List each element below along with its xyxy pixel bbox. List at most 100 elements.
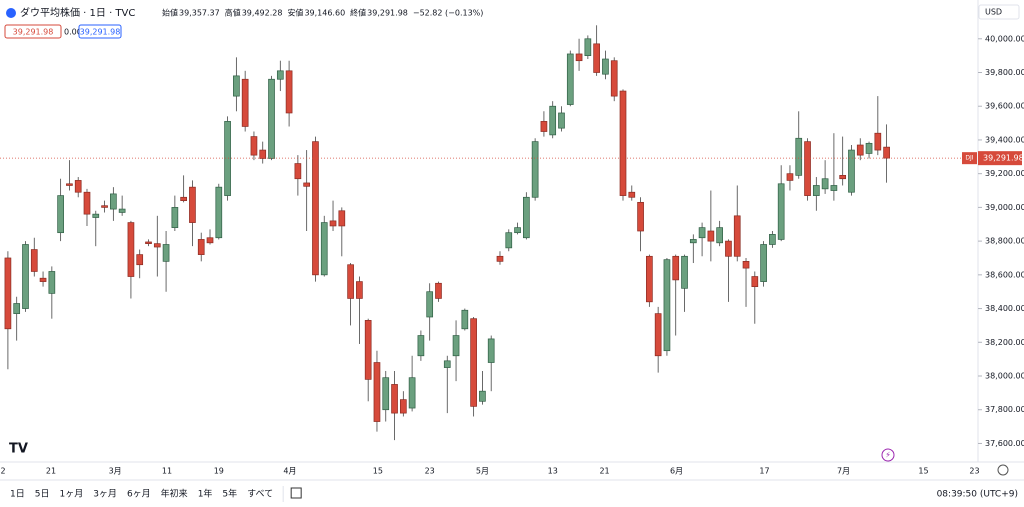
candle-body — [294, 163, 302, 180]
candle-body — [769, 234, 776, 245]
x-tick-label: 19 — [214, 467, 224, 476]
candle-body — [558, 112, 565, 129]
range-button[interactable]: 5年 — [222, 488, 237, 500]
candle-body — [663, 259, 671, 352]
y-tick-label: 39,800.00 — [985, 68, 1024, 77]
candle-body — [4, 257, 12, 330]
candle-body — [487, 338, 495, 363]
candle-body — [189, 186, 196, 223]
candle-body — [549, 105, 557, 136]
candle-body — [180, 196, 187, 201]
candle-body — [435, 282, 442, 299]
candle-body — [865, 142, 873, 154]
range-button[interactable]: 6ヶ月 — [127, 489, 151, 500]
ask-box — [78, 24, 122, 39]
candle-body — [83, 191, 91, 215]
currency[interactable]: USD — [985, 8, 1002, 17]
candle-body — [206, 237, 214, 244]
range-button[interactable]: 1年 — [198, 488, 213, 500]
candle-body — [241, 78, 249, 127]
y-tick-label: 39,200.00 — [985, 169, 1024, 178]
y-tick-label: 38,200.00 — [985, 338, 1024, 347]
candle-body — [689, 239, 697, 244]
candle-body — [233, 75, 240, 97]
x-tick-label: 11 — [162, 467, 172, 476]
candle-body — [320, 222, 328, 276]
x-tick-label: 15 — [373, 467, 383, 476]
candle-body — [514, 227, 521, 234]
candle-body — [637, 201, 644, 232]
candle-body — [716, 227, 723, 244]
change-value: −52.82 (−0.13%) — [413, 9, 484, 18]
range-button[interactable]: 1ヶ月 — [59, 489, 83, 500]
high-value: 39,492.28 — [242, 9, 283, 18]
high-label: 高値 — [225, 8, 241, 18]
range-button[interactable]: 年初来 — [161, 488, 188, 500]
candle-body — [786, 173, 794, 181]
x-tick-label: 7月 — [837, 467, 850, 476]
candle-body — [461, 309, 469, 330]
range-button[interactable]: 5日 — [35, 489, 50, 500]
candle-body — [496, 255, 504, 262]
candle-body — [13, 303, 21, 314]
candle-body — [531, 141, 539, 198]
candle-body — [22, 244, 29, 309]
y-tick-label: 39,600.00 — [985, 102, 1024, 111]
last-price-box — [978, 151, 1022, 166]
currency-box[interactable] — [978, 4, 1020, 20]
candle-body — [224, 121, 231, 196]
candle-body — [136, 254, 144, 266]
candle-body — [742, 261, 750, 269]
candle-body — [399, 399, 407, 414]
candle-body — [856, 144, 864, 156]
open-label: 始値 — [162, 8, 178, 18]
candle-body — [408, 377, 416, 409]
events-icon-glyph[interactable]: ⚡ — [885, 451, 891, 460]
candle-body — [145, 241, 152, 244]
candle-body — [593, 43, 600, 73]
candle-body — [839, 175, 847, 180]
ticker-box — [962, 152, 977, 165]
range-button[interactable]: 3ヶ月 — [93, 489, 117, 500]
candle-body — [373, 362, 381, 422]
low-label: 安値 — [287, 8, 303, 18]
candle-body — [127, 222, 135, 277]
candle-body — [540, 121, 548, 132]
candle-body — [197, 239, 205, 255]
range-button[interactable]: すべて — [247, 489, 273, 500]
y-tick-label: 38,600.00 — [985, 270, 1024, 279]
axis-settings[interactable] — [997, 464, 1009, 476]
candle-body — [725, 240, 732, 257]
events-icon[interactable] — [881, 448, 895, 462]
candle-body — [452, 335, 460, 357]
candle-body — [777, 183, 785, 240]
ticker: DJI — [965, 155, 973, 162]
x-tick-label: 4月 — [283, 467, 296, 476]
candle-body — [619, 90, 627, 196]
candle-body — [479, 390, 486, 402]
y-tick-label: 37,800.00 — [985, 405, 1024, 414]
candle-body — [417, 335, 425, 357]
candle-body — [505, 232, 513, 249]
candle-body — [391, 384, 398, 414]
candle-body — [751, 276, 759, 287]
candle-body — [646, 255, 653, 303]
candle-body — [602, 58, 609, 75]
candle-body — [57, 195, 64, 234]
candle-body — [303, 182, 311, 187]
candle-body — [760, 244, 767, 282]
bid: 39,291.98 — [13, 28, 54, 37]
candle-body — [215, 186, 223, 239]
y-tick-label: 39,000.00 — [985, 203, 1024, 212]
candle-body — [101, 205, 108, 208]
candle-body — [118, 208, 126, 213]
candle-body — [874, 132, 882, 151]
symbol-logo — [6, 8, 16, 18]
range-button[interactable]: 1日 — [10, 489, 25, 500]
candle-body — [74, 180, 82, 193]
goto-date-icon[interactable] — [290, 487, 302, 499]
ask: 39,291.98 — [80, 28, 121, 37]
spread: 0.00 — [64, 28, 82, 37]
